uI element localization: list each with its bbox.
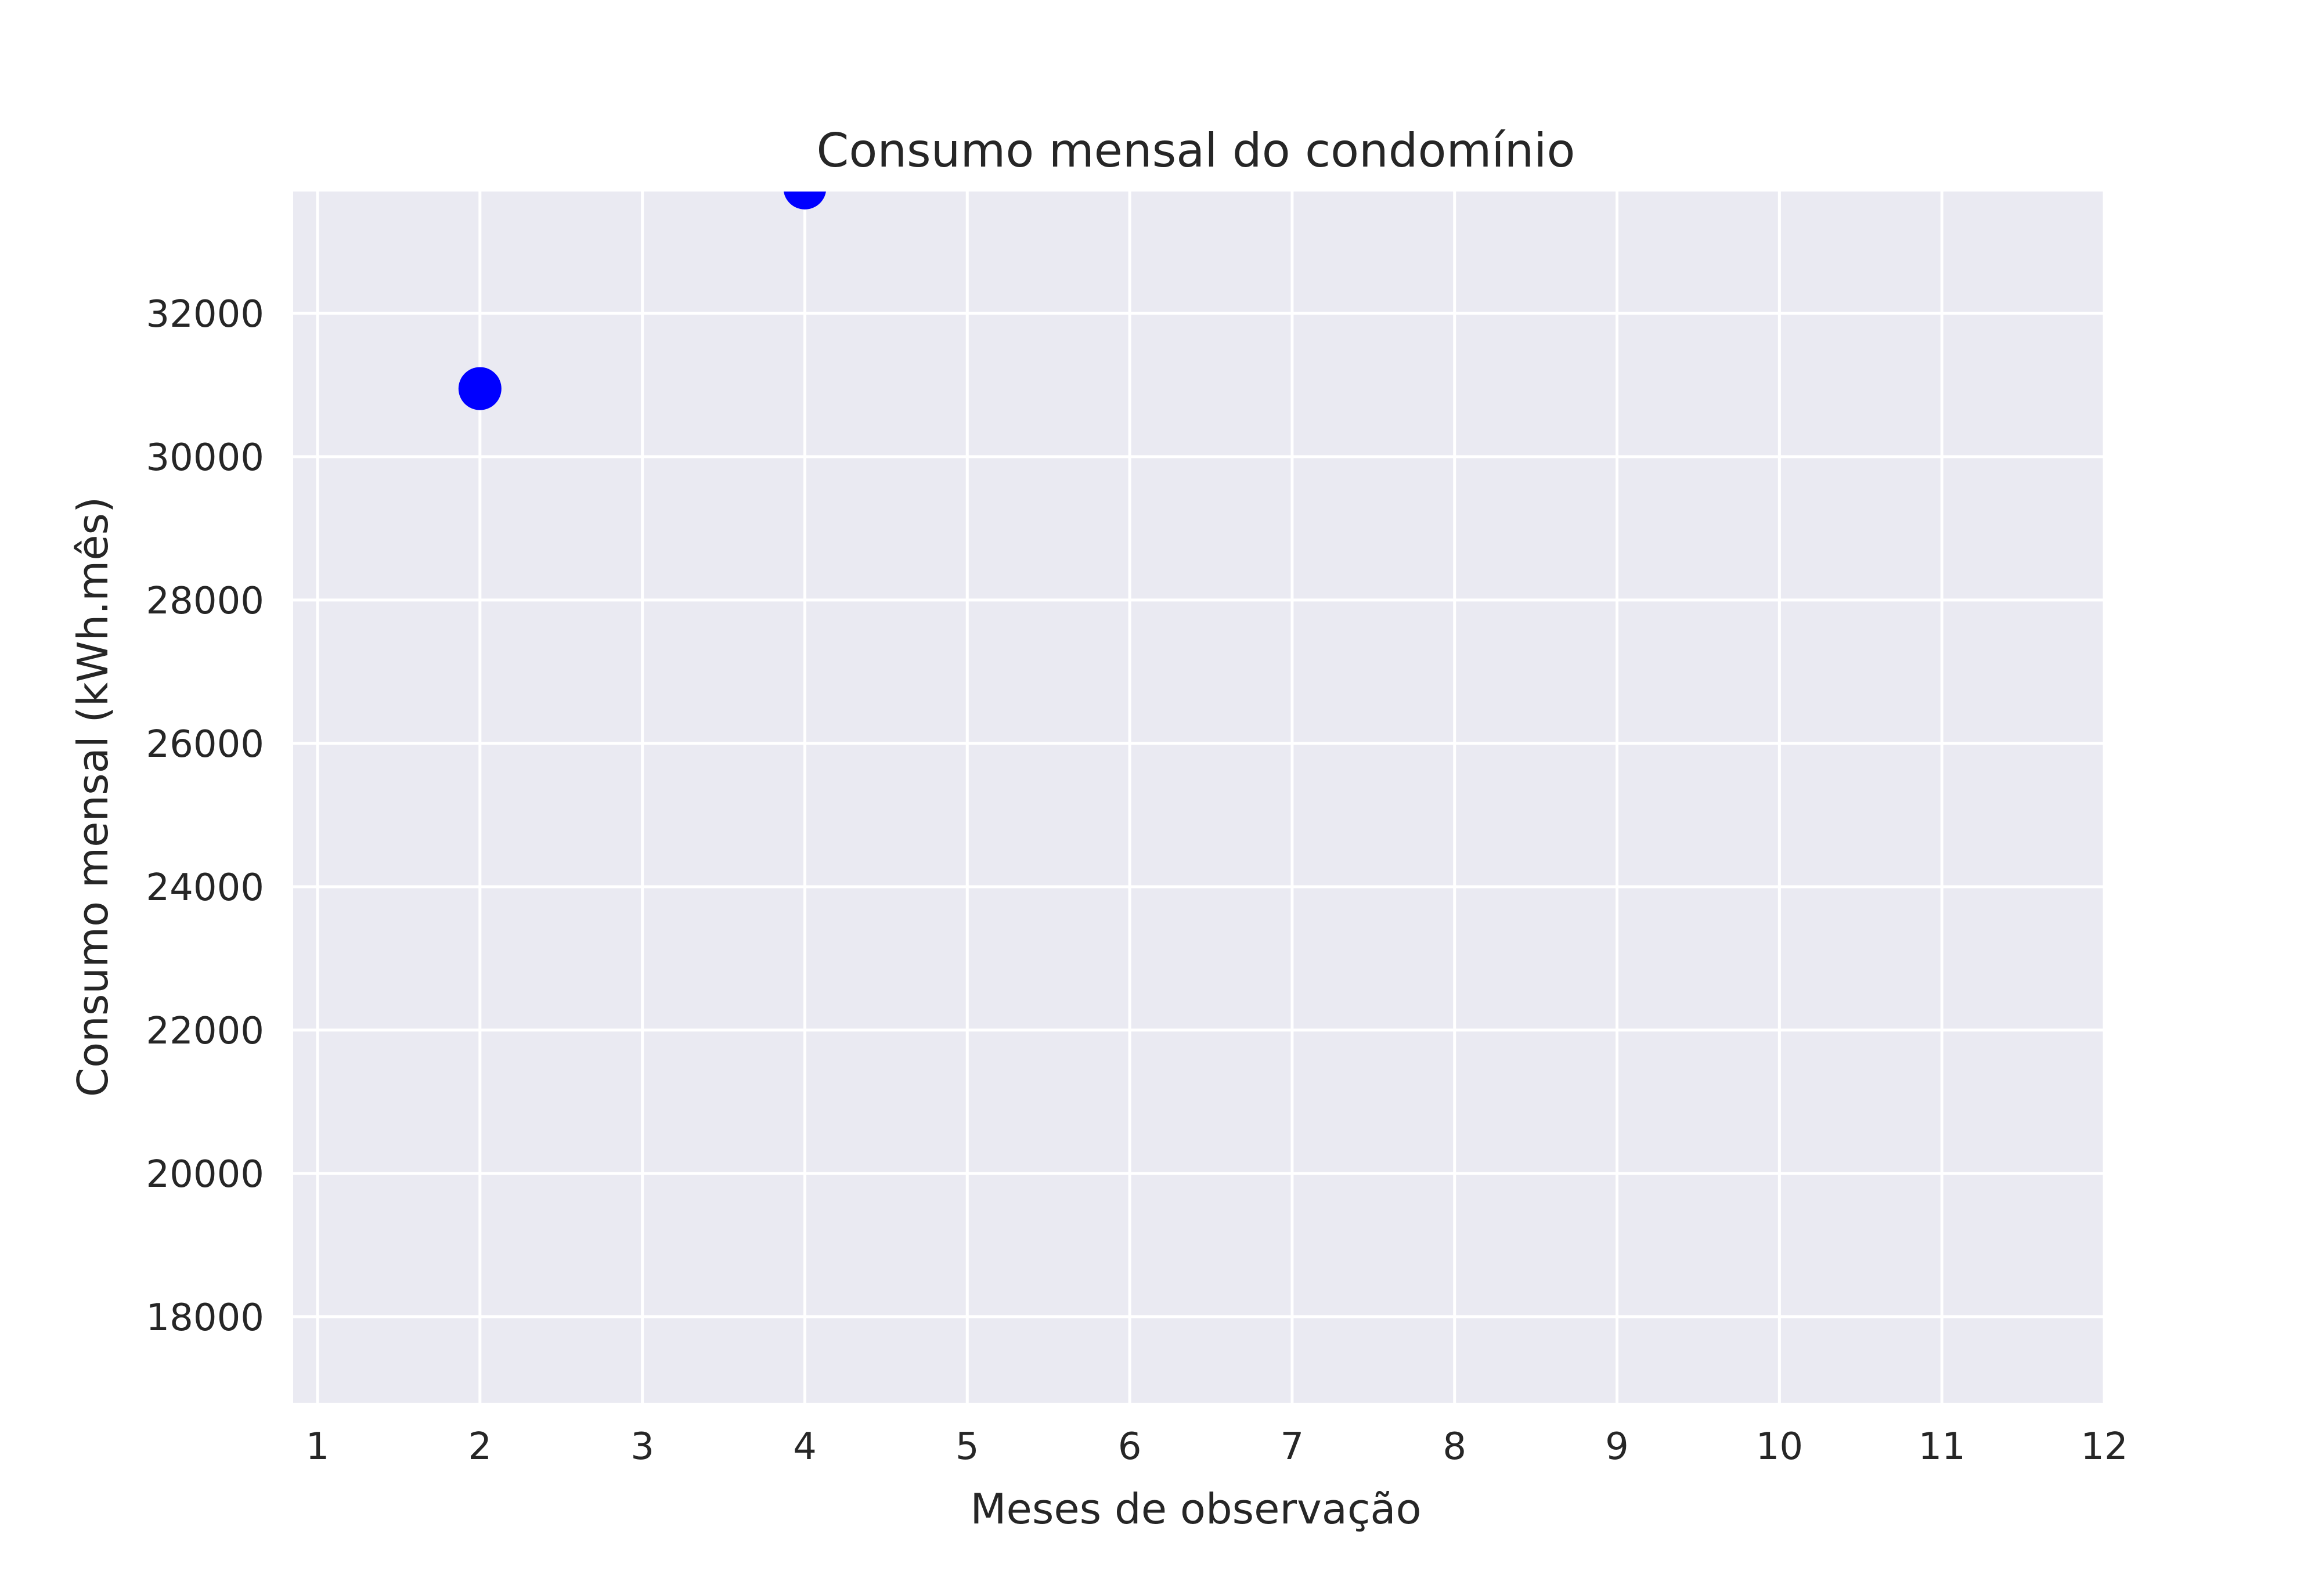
y-axis-label: Consumo mensal (kWh.mês) <box>68 497 117 1097</box>
y-tick-labels: 18000 20000 22000 24000 26000 28000 30000 32000 <box>146 293 264 1339</box>
x-tick-label: 12 <box>2081 1425 2128 1468</box>
x-tick-label: 7 <box>1281 1425 1304 1468</box>
x-tick-label: 10 <box>1756 1425 1803 1468</box>
x-tick-label: 3 <box>630 1425 654 1468</box>
y-tick-label: 28000 <box>146 580 264 623</box>
x-tick-label: 9 <box>1605 1425 1629 1468</box>
x-tick-label: 1 <box>306 1425 330 1468</box>
x-tick-label: 5 <box>956 1425 979 1468</box>
y-tick-label: 24000 <box>146 866 264 909</box>
y-gridlines <box>293 312 2104 1319</box>
data-points <box>458 192 826 410</box>
y-tick-label: 18000 <box>146 1297 264 1339</box>
x-tick-label: 11 <box>1918 1425 1965 1468</box>
y-tick-label: 22000 <box>146 1010 264 1053</box>
plot-area <box>293 192 2104 1403</box>
data-point <box>783 192 826 210</box>
chart-title: Consumo mensal do condomínio <box>817 124 1575 178</box>
x-tick-labels: 1 2 3 4 5 6 7 8 9 10 11 12 <box>306 1425 2128 1468</box>
x-tick-label: 6 <box>1118 1425 1142 1468</box>
x-axis-label: Meses de observação <box>970 1485 1421 1533</box>
x-tick-label: 4 <box>793 1425 817 1468</box>
y-tick-label: 20000 <box>146 1153 264 1196</box>
data-point <box>458 367 502 410</box>
y-tick-label: 30000 <box>146 436 264 479</box>
y-tick-label: 32000 <box>146 293 264 336</box>
y-tick-label: 26000 <box>146 723 264 766</box>
x-tick-label: 2 <box>468 1425 492 1468</box>
x-tick-label: 8 <box>1443 1425 1466 1468</box>
